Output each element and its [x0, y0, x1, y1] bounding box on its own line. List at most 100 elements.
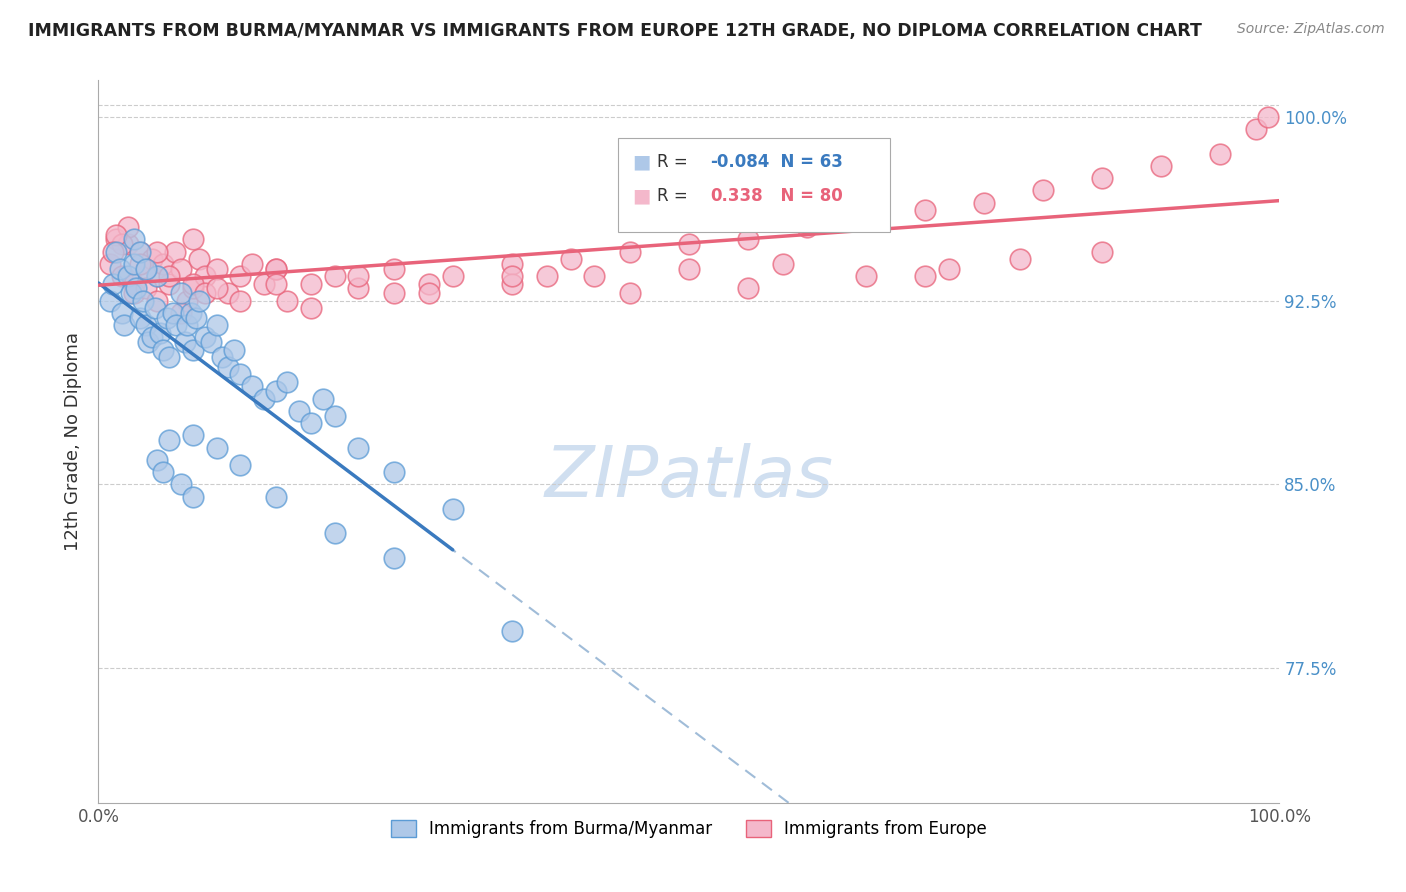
- Point: [229, 293, 252, 308]
- Point: [157, 277, 180, 291]
- Point: [122, 257, 145, 271]
- Point: [253, 277, 276, 291]
- Point: [583, 269, 606, 284]
- Text: ■: ■: [633, 186, 651, 205]
- Point: [323, 269, 346, 284]
- Point: [205, 281, 228, 295]
- Text: R =: R =: [657, 187, 693, 205]
- Point: [170, 477, 193, 491]
- Point: [441, 502, 464, 516]
- Point: [187, 293, 209, 308]
- Point: [162, 306, 184, 320]
- Point: [194, 330, 217, 344]
- Point: [146, 269, 169, 284]
- Point: [347, 281, 370, 295]
- Point: [181, 277, 204, 291]
- Point: [180, 306, 202, 320]
- Point: [418, 286, 440, 301]
- Point: [288, 404, 311, 418]
- Point: [128, 257, 150, 271]
- Point: [101, 244, 124, 259]
- Point: [217, 286, 239, 301]
- Point: [229, 269, 252, 284]
- Point: [156, 310, 179, 325]
- Point: [105, 232, 128, 246]
- Point: [122, 286, 145, 301]
- Point: [205, 261, 228, 276]
- Point: [323, 526, 346, 541]
- Point: [157, 269, 180, 284]
- Point: [253, 392, 276, 406]
- Point: [152, 257, 174, 271]
- Point: [146, 293, 169, 308]
- Point: [200, 335, 222, 350]
- Point: [146, 453, 169, 467]
- Point: [264, 261, 287, 276]
- Point: [855, 213, 877, 227]
- Point: [149, 326, 172, 340]
- Point: [136, 335, 159, 350]
- Point: [135, 281, 157, 295]
- Point: [170, 286, 193, 301]
- Point: [143, 301, 166, 315]
- Point: [240, 257, 263, 271]
- Point: [772, 257, 794, 271]
- Point: [619, 244, 641, 259]
- Point: [170, 306, 193, 320]
- Point: [157, 434, 180, 448]
- Point: [181, 232, 204, 246]
- Point: [121, 286, 143, 301]
- Point: [181, 428, 204, 442]
- Text: 0.338: 0.338: [710, 187, 763, 205]
- Point: [122, 277, 145, 291]
- Point: [181, 281, 204, 295]
- Point: [128, 244, 150, 259]
- Point: [1008, 252, 1031, 266]
- Point: [186, 310, 208, 325]
- Point: [1209, 146, 1232, 161]
- Point: [276, 375, 298, 389]
- Point: [135, 261, 157, 276]
- Point: [98, 293, 121, 308]
- Point: [181, 343, 204, 357]
- Point: [194, 286, 217, 301]
- Text: ■: ■: [633, 153, 651, 171]
- Point: [146, 244, 169, 259]
- Point: [560, 252, 582, 266]
- Text: N = 80: N = 80: [769, 187, 844, 205]
- Point: [152, 465, 174, 479]
- Point: [117, 269, 139, 284]
- Legend: Immigrants from Burma/Myanmar, Immigrants from Europe: Immigrants from Burma/Myanmar, Immigrant…: [384, 814, 994, 845]
- Point: [152, 343, 174, 357]
- Point: [796, 220, 818, 235]
- Point: [418, 277, 440, 291]
- FancyBboxPatch shape: [619, 138, 890, 232]
- Point: [135, 318, 157, 333]
- Point: [128, 310, 150, 325]
- Point: [181, 490, 204, 504]
- Point: [678, 261, 700, 276]
- Point: [382, 261, 405, 276]
- Point: [276, 293, 298, 308]
- Text: -0.084: -0.084: [710, 153, 769, 171]
- Point: [194, 269, 217, 284]
- Point: [108, 261, 131, 276]
- Point: [105, 227, 128, 242]
- Point: [312, 392, 335, 406]
- Point: [938, 261, 960, 276]
- Text: R =: R =: [657, 153, 693, 171]
- Y-axis label: 12th Grade, No Diploma: 12th Grade, No Diploma: [65, 332, 83, 551]
- Point: [141, 330, 163, 344]
- Point: [176, 318, 198, 333]
- Text: IMMIGRANTS FROM BURMA/MYANMAR VS IMMIGRANTS FROM EUROPE 12TH GRADE, NO DIPLOMA C: IMMIGRANTS FROM BURMA/MYANMAR VS IMMIGRA…: [28, 22, 1202, 40]
- Point: [101, 277, 124, 291]
- Point: [117, 237, 139, 252]
- Point: [141, 252, 163, 266]
- Point: [111, 269, 134, 284]
- Point: [205, 441, 228, 455]
- Point: [678, 237, 700, 252]
- Point: [382, 286, 405, 301]
- Point: [146, 269, 169, 284]
- Point: [737, 281, 759, 295]
- Point: [157, 350, 180, 364]
